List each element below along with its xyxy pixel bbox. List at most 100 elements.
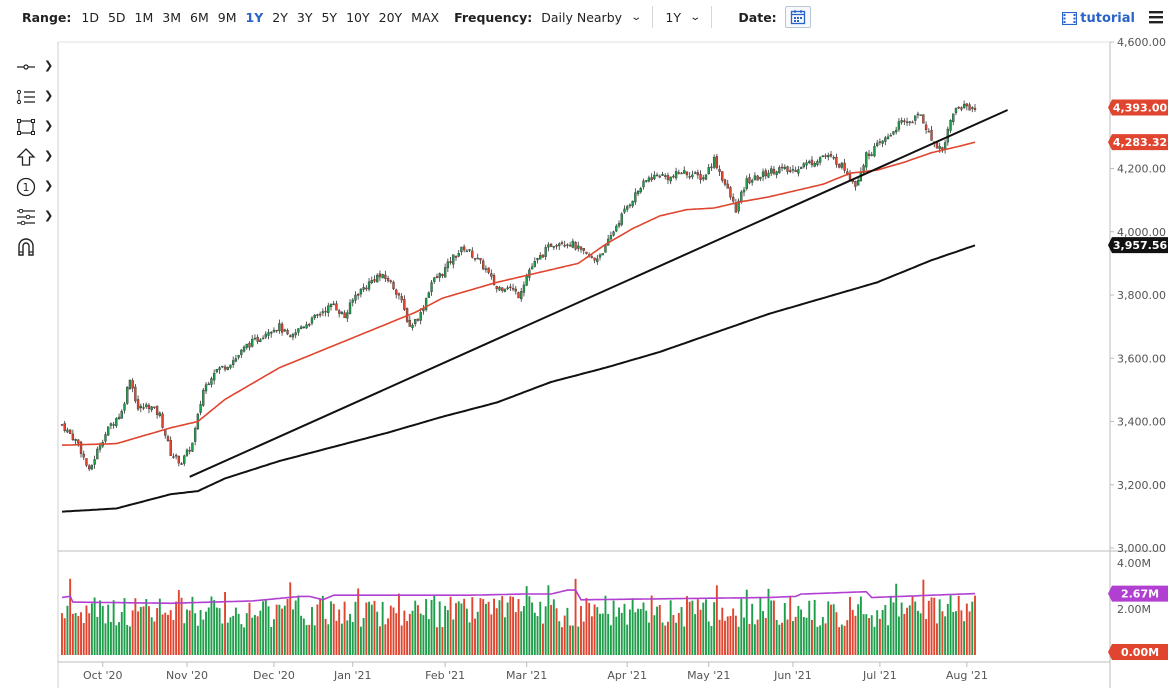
volume-bar xyxy=(868,618,870,655)
crosshair-tool-button[interactable]: ❯ xyxy=(16,56,54,78)
frequency-value: Daily Nearby xyxy=(541,9,623,25)
volume-bar xyxy=(234,607,237,655)
volume-bar xyxy=(479,598,482,655)
candle-body xyxy=(354,294,357,301)
candle-body xyxy=(631,200,634,207)
volume-bar xyxy=(264,600,267,655)
calendar-button[interactable] xyxy=(784,6,811,28)
volume-bar xyxy=(743,617,745,655)
volume-bar xyxy=(922,579,925,655)
candle-body xyxy=(183,455,186,464)
volume-average-line xyxy=(61,589,976,605)
volume-bar xyxy=(148,606,150,655)
chevron-right-icon: ❯ xyxy=(44,59,54,72)
volume-bar xyxy=(626,624,629,655)
chevron-right-icon: ❯ xyxy=(44,119,54,132)
menu-button[interactable] xyxy=(1149,9,1163,28)
volume-bar xyxy=(501,596,504,655)
volume-bar xyxy=(968,611,971,655)
candle-body xyxy=(655,174,659,177)
candle-body xyxy=(799,167,803,170)
volume-bar xyxy=(876,610,879,655)
y-tick-label: 3,200.00 xyxy=(1117,479,1166,492)
range-button-20y[interactable]: 20Y xyxy=(378,9,403,25)
volume-bar xyxy=(911,596,914,655)
frequency-dropdown[interactable]: Daily Nearby ⌄ xyxy=(541,9,642,25)
candle-body xyxy=(253,337,257,340)
line-tools-button[interactable]: ❯ xyxy=(16,86,53,108)
range-button-9m[interactable]: 9M xyxy=(217,9,237,25)
candle-body xyxy=(166,436,170,442)
volume-bar xyxy=(666,621,669,655)
candle-body xyxy=(604,244,607,253)
candle-body xyxy=(677,172,680,174)
volume-bar xyxy=(357,588,360,655)
candle-body xyxy=(153,406,156,408)
candle-body xyxy=(245,343,248,348)
candle-body xyxy=(318,313,322,316)
x-tick-label: Jun '21 xyxy=(773,669,812,682)
range-button-5d[interactable]: 5D xyxy=(107,9,126,25)
volume-bar xyxy=(914,601,917,655)
candle-body xyxy=(321,311,325,314)
range-button-1m[interactable]: 1M xyxy=(134,9,154,25)
range-button-3m[interactable]: 3M xyxy=(162,9,182,25)
volume-bar xyxy=(400,625,403,655)
arrow-tools-button[interactable]: ❯ xyxy=(16,146,53,168)
candle-body xyxy=(242,346,246,352)
tutorial-link[interactable]: tutorial xyxy=(1062,11,1135,26)
volume-bar xyxy=(724,620,726,655)
range-button-1y[interactable]: 1Y xyxy=(245,9,264,25)
range-button-3y[interactable]: 3Y xyxy=(296,9,313,25)
candle-body xyxy=(465,250,469,253)
candle-body xyxy=(251,338,254,347)
volume-bar xyxy=(188,610,191,655)
volume-bar xyxy=(338,609,341,655)
range-button-5y[interactable]: 5Y xyxy=(321,9,338,25)
volume-bar xyxy=(411,610,414,655)
candle-body xyxy=(816,161,819,165)
x-tick-label: May '21 xyxy=(687,669,730,682)
candle-body xyxy=(169,439,172,456)
range-button-10y[interactable]: 10Y xyxy=(346,9,370,25)
volume-bar xyxy=(903,613,906,655)
candle-body xyxy=(150,406,153,411)
last-price-tag xyxy=(1108,99,1168,116)
candle-body xyxy=(136,399,140,410)
range-button-1d[interactable]: 1D xyxy=(81,9,99,25)
candle-body xyxy=(740,191,743,203)
candle-body xyxy=(900,120,903,123)
range-button-2y[interactable]: 2Y xyxy=(272,9,288,25)
volume-bar xyxy=(802,617,805,655)
candle-body xyxy=(666,175,670,181)
fibonacci-tools-button[interactable]: ❯ xyxy=(16,206,53,228)
candle-body xyxy=(511,287,515,290)
candle-body xyxy=(971,107,974,109)
candle-body xyxy=(658,175,661,178)
volume-bar xyxy=(808,600,811,655)
candle-body xyxy=(351,299,354,303)
range-button-max[interactable]: MAX xyxy=(411,9,440,25)
volume-bar xyxy=(963,621,966,655)
period-dropdown[interactable]: 1Y ⌄ xyxy=(665,10,701,25)
candle-body xyxy=(786,166,789,172)
candle-body xyxy=(916,113,920,116)
candle-body xyxy=(862,165,865,173)
candle-body xyxy=(536,258,539,261)
volume-bar xyxy=(289,582,292,655)
shape-tools-button[interactable]: ❯ xyxy=(16,116,54,138)
candle-body xyxy=(574,241,577,250)
candle-body xyxy=(128,379,132,389)
candle-body xyxy=(943,142,947,150)
range-button-6m[interactable]: 6M xyxy=(190,9,209,25)
candle-body xyxy=(729,187,732,198)
candle-body xyxy=(962,103,966,109)
annotation-tools-button[interactable]: 1 ❯ xyxy=(16,176,53,198)
candle-body xyxy=(544,247,547,257)
candle-body xyxy=(669,176,672,182)
candle-body xyxy=(443,267,447,278)
magnet-button[interactable] xyxy=(16,236,52,258)
volume-bar xyxy=(493,598,495,655)
volume-bar xyxy=(283,605,286,655)
